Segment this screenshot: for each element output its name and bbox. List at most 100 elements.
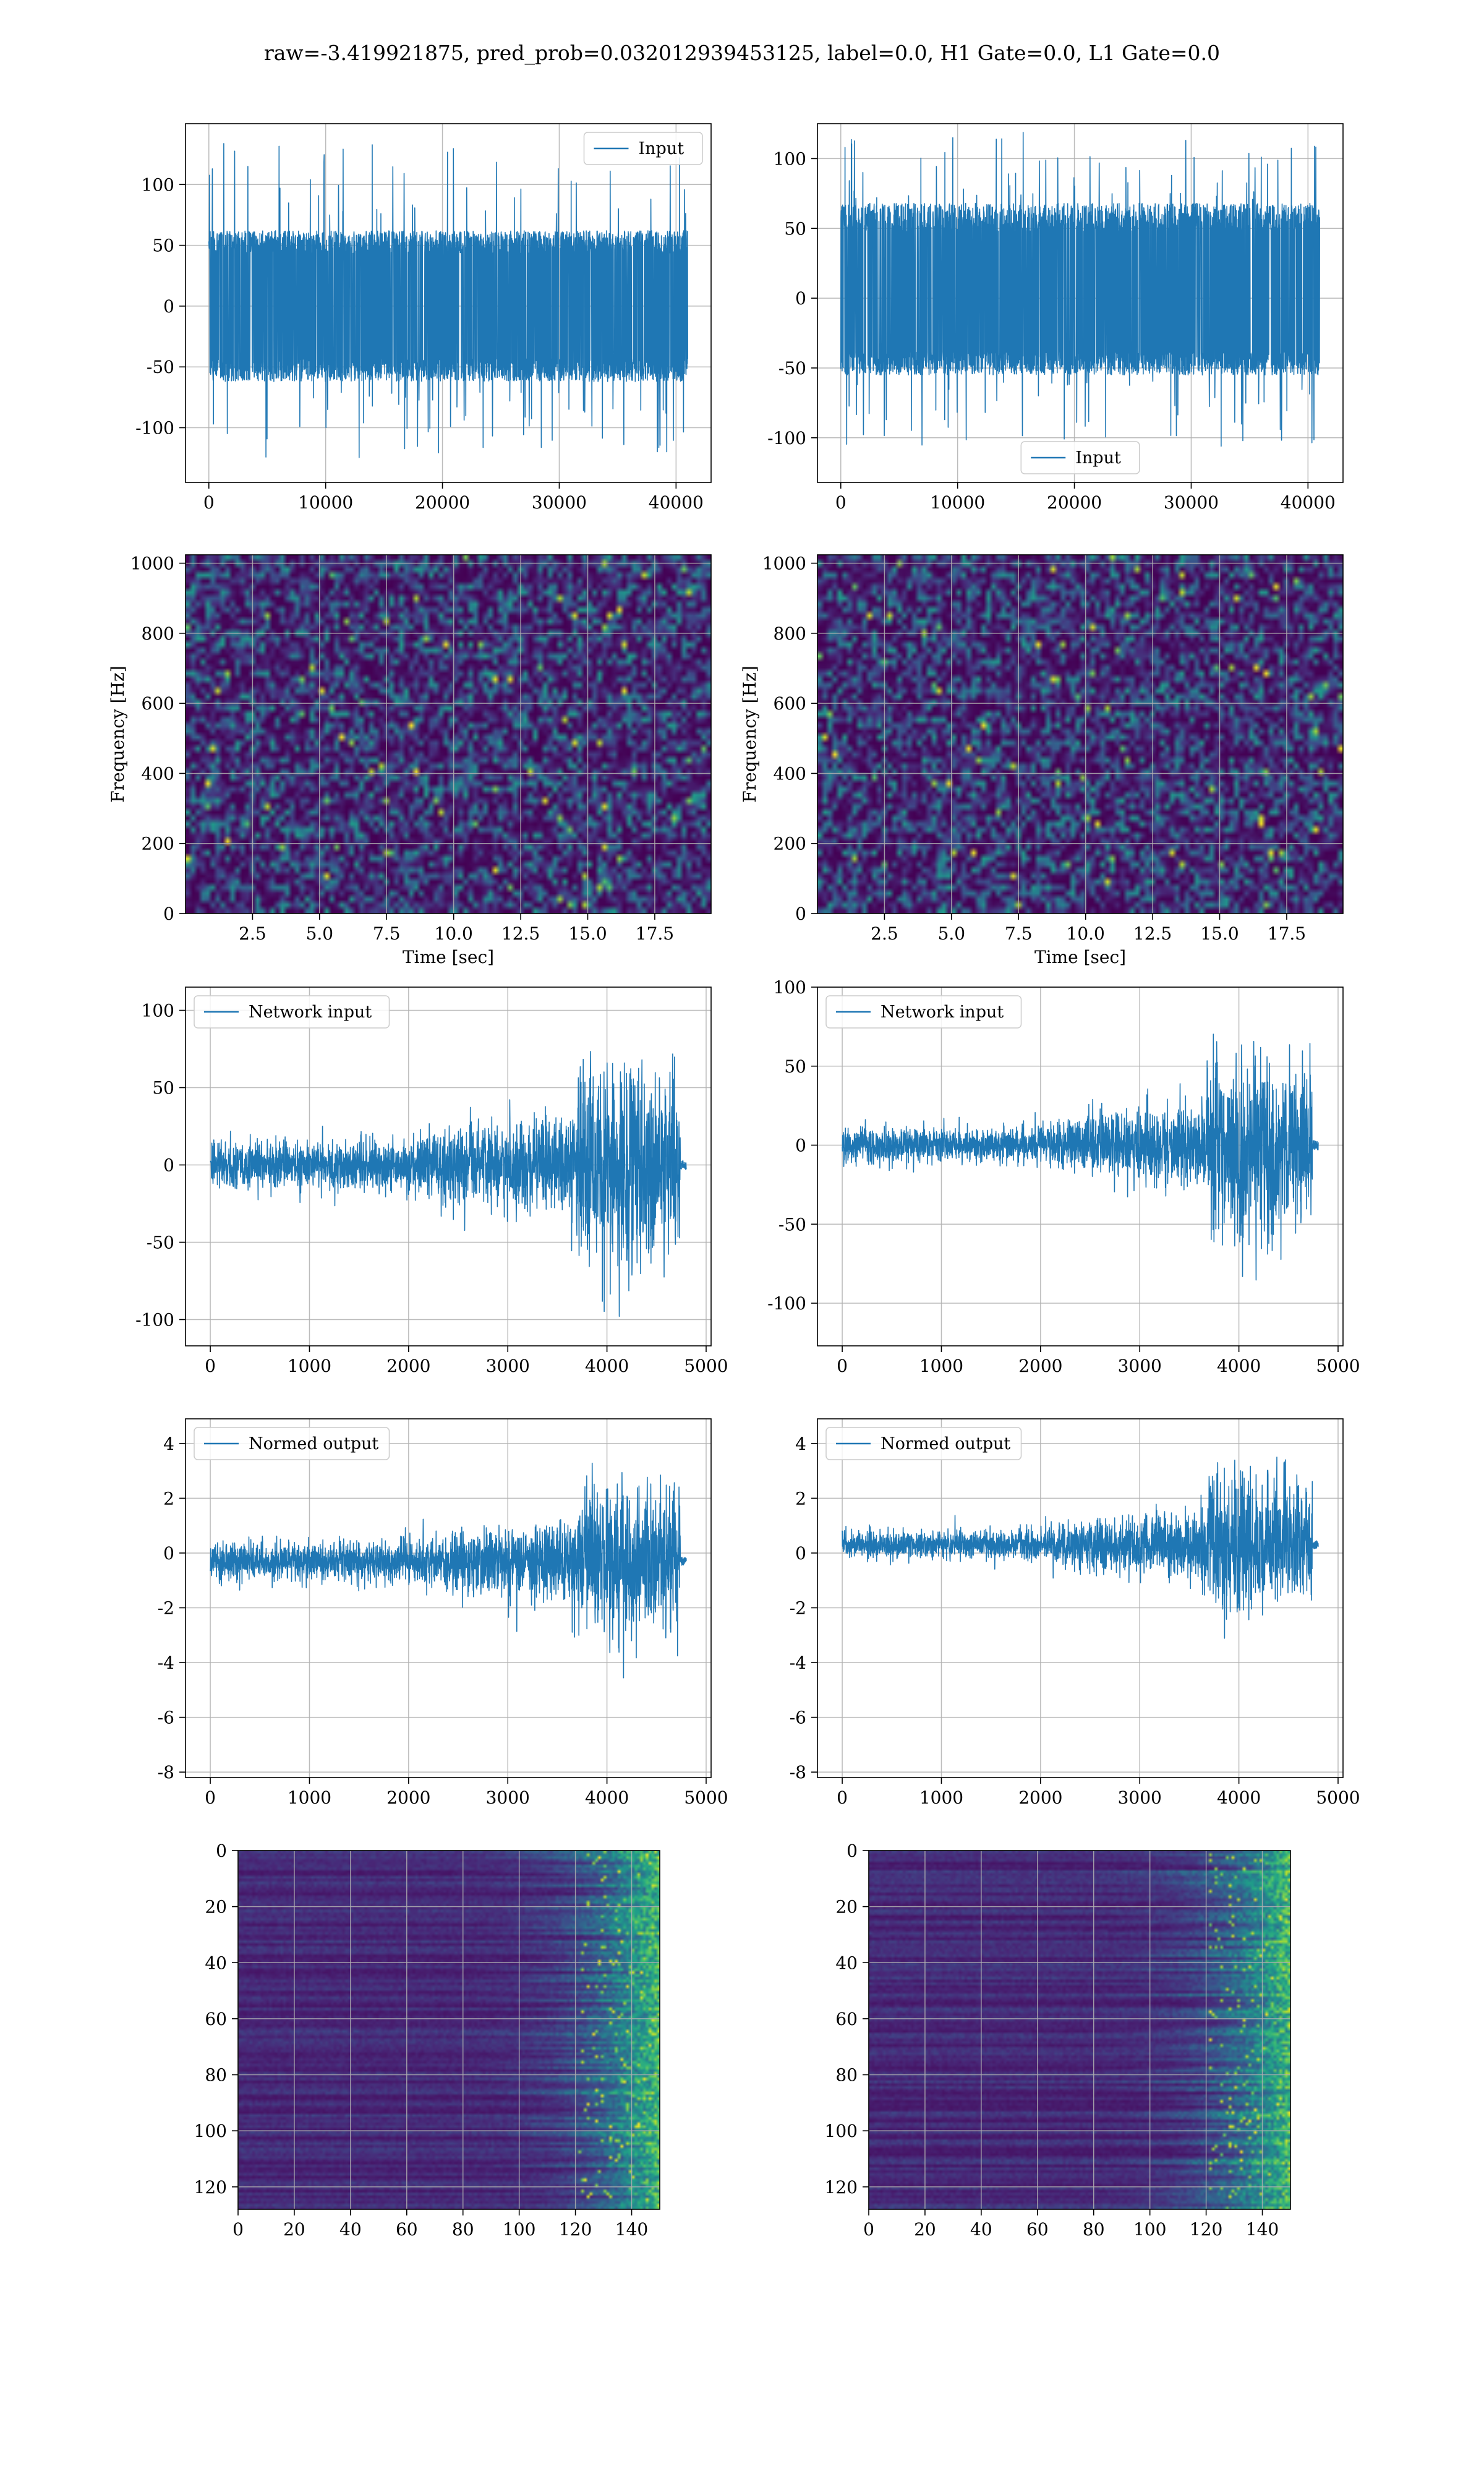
y-tick-label: 80 <box>835 2065 858 2086</box>
y-tick-label: 100 <box>825 2121 858 2141</box>
legend-label: Network input <box>881 1003 1004 1022</box>
y-tick-label: 200 <box>142 834 174 854</box>
y-tick-label: -50 <box>778 1214 806 1235</box>
y-tick-label: 100 <box>142 1001 174 1021</box>
x-tick-label: 2000 <box>1018 1356 1062 1376</box>
y-tick-label: -8 <box>158 1762 174 1783</box>
x-tick-label: 80 <box>1083 2219 1105 2240</box>
y-tick-label: 20 <box>835 1897 858 1917</box>
y-tick-label: -100 <box>767 1293 806 1314</box>
x-tick-label: 3000 <box>1118 1787 1162 1808</box>
x-tick-label: 100 <box>503 2219 535 2240</box>
x-tick-label: 40 <box>339 2219 362 2240</box>
x-tick-label: 2.5 <box>871 923 898 944</box>
x-tick-label: 2.5 <box>239 923 267 944</box>
x-tick-label: 5.0 <box>306 923 334 944</box>
y-tick-label: 0 <box>795 288 806 309</box>
chart-h1-network-input: 0 1000 2000 3000 4000 5000 -100 -50 0 50 100 Networ… <box>135 987 728 1376</box>
chart-h1-input: 0 10000 20000 30000 40000 -100 -50 0 50 100 Input <box>135 123 712 513</box>
x-tick-label: 0 <box>837 1356 848 1376</box>
y-tick-label: 20 <box>205 1897 227 1917</box>
y-tick-label: 4 <box>795 1434 806 1454</box>
plot-frame <box>237 1850 660 2210</box>
chart-l1-normed-output: 0 1000 2000 3000 4000 5000 -8 -6 -4 -2 0 2 4 Normed o… <box>790 1418 1360 1808</box>
series-line <box>210 1462 687 1679</box>
chart-l1-input: 0 10000 20000 30000 40000 -100 -50 0 50 100 Input <box>767 123 1344 513</box>
x-tick-label: 20 <box>283 2219 305 2240</box>
x-tick-label: 17.5 <box>636 923 674 944</box>
x-tick-label: 17.5 <box>1268 923 1306 944</box>
axis-ticks: 0 10000 20000 30000 40000 -100 -50 0 50 100 <box>135 174 704 513</box>
y-tick-label: 400 <box>774 763 806 784</box>
axis-ticks: 0 20 40 60 80 100 120 140 0 20 40 60 80 100 120 <box>825 1841 1279 2240</box>
plot-frame <box>817 123 1344 483</box>
legend-label: Input <box>639 139 684 158</box>
x-tick-label: 0 <box>863 2219 874 2240</box>
x-tick-label: 10000 <box>298 492 353 513</box>
y-tick-label: 0 <box>795 1136 806 1156</box>
chart-h1-feature-map: 0 20 40 60 80 100 120 140 0 20 40 60 80 100 120 <box>194 1841 660 2240</box>
axis-ticks: 0 1000 2000 3000 4000 5000 -8 -6 -4 -2 0 2 4 <box>790 1434 1360 1808</box>
x-tick-label: 40000 <box>649 492 704 513</box>
x-tick-label: 0 <box>232 2219 244 2240</box>
y-tick-label: 60 <box>835 2009 858 2029</box>
chart-h1-spectrogram: 2.5 5.0 7.5 10.0 12.5 15.0 17.5 0 200 400 600 800 10… <box>108 554 712 967</box>
x-tick-label: 40 <box>970 2219 992 2240</box>
legend-label: Normed output <box>249 1434 378 1453</box>
y-tick-label: 120 <box>194 2177 227 2198</box>
y-tick-label: 0 <box>163 1155 174 1176</box>
x-tick-label: 60 <box>1026 2219 1049 2240</box>
legend: Input <box>1020 441 1140 474</box>
x-tick-label: 3000 <box>486 1787 530 1808</box>
x-axis-label: Time [sec] <box>1034 947 1126 967</box>
legend-box <box>194 1427 390 1460</box>
chart-l1-feature-map: 0 20 40 60 80 100 120 140 0 20 40 60 80 100 120 <box>825 1841 1291 2240</box>
y-tick-label: 0 <box>163 904 174 924</box>
plot-frame <box>817 1418 1344 1778</box>
feature-map-image <box>869 1851 1290 2209</box>
y-tick-label: 100 <box>774 148 806 169</box>
x-tick-label: 140 <box>1246 2219 1279 2240</box>
plot-frame <box>185 1418 712 1778</box>
y-tick-label: 600 <box>774 693 806 714</box>
y-tick-label: -2 <box>158 1598 174 1618</box>
x-tick-label: 1000 <box>288 1787 331 1808</box>
y-tick-label: -50 <box>147 1233 174 1253</box>
y-tick-label: 0 <box>795 1543 806 1564</box>
legend-label: Network input <box>249 1003 372 1022</box>
axis-ticks: 2.5 5.0 7.5 10.0 12.5 15.0 17.5 0 200 400 600 800 10… <box>762 554 1306 944</box>
y-tick-label: 50 <box>152 236 174 256</box>
y-tick-label: -4 <box>790 1653 806 1673</box>
x-tick-label: 2000 <box>386 1356 430 1376</box>
y-tick-label: -50 <box>147 357 174 377</box>
y-tick-label: 0 <box>163 296 174 317</box>
gridlines <box>817 1419 1343 1778</box>
y-tick-label: 100 <box>142 174 174 195</box>
y-tick-label: 60 <box>205 2009 227 2029</box>
x-tick-label: 0 <box>835 492 846 513</box>
x-tick-label: 5.0 <box>938 923 966 944</box>
x-tick-label: 0 <box>205 1356 216 1376</box>
plot-frame <box>185 987 712 1346</box>
y-tick-label: 50 <box>152 1078 174 1098</box>
legend-box <box>583 132 703 165</box>
y-tick-label: 400 <box>142 763 174 784</box>
y-tick-label: 120 <box>825 2177 858 2198</box>
y-tick-label: -6 <box>158 1708 174 1728</box>
x-tick-label: 5000 <box>1316 1356 1360 1376</box>
x-tick-label: 20000 <box>1047 492 1102 513</box>
legend-box <box>1020 441 1140 474</box>
x-tick-label: 10.0 <box>1067 923 1105 944</box>
y-tick-label: 40 <box>205 1953 227 1973</box>
y-tick-label: 50 <box>784 1056 806 1077</box>
chart-h1-normed-output: 0 1000 2000 3000 4000 5000 -8 -6 -4 -2 0 2 4 Normed o… <box>158 1418 728 1808</box>
x-tick-label: 140 <box>615 2219 648 2240</box>
x-tick-label: 2000 <box>386 1787 430 1808</box>
x-tick-label: 5000 <box>684 1787 728 1808</box>
x-tick-label: 40000 <box>1281 492 1336 513</box>
chart-l1-network-input: 0 1000 2000 3000 4000 5000 -100 -50 0 50 100 Networ… <box>767 977 1360 1376</box>
x-tick-label: 15.0 <box>568 923 607 944</box>
y-axis-label: Frequency [Hz] <box>740 666 760 802</box>
x-tick-label: 20 <box>914 2219 936 2240</box>
y-tick-label: -100 <box>135 418 174 439</box>
